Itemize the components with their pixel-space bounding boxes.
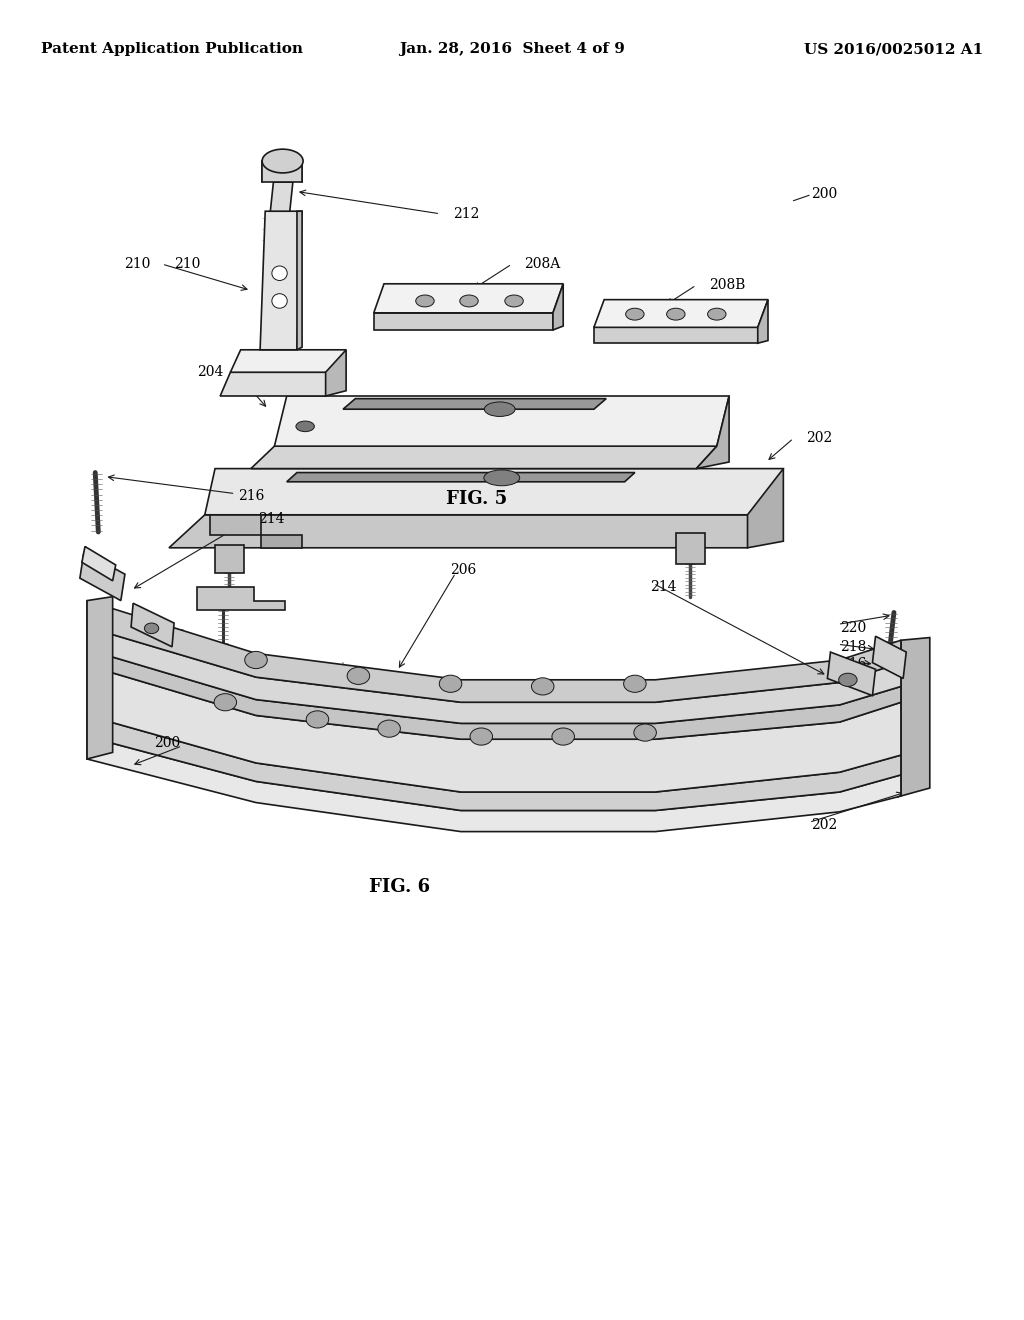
Ellipse shape (439, 675, 462, 693)
Polygon shape (374, 313, 553, 330)
Ellipse shape (272, 267, 287, 281)
Text: 214: 214 (650, 581, 677, 594)
Polygon shape (261, 535, 302, 548)
Ellipse shape (552, 727, 574, 744)
Polygon shape (262, 161, 302, 182)
Polygon shape (758, 300, 768, 343)
Text: 206: 206 (451, 564, 477, 577)
Text: Patent Application Publication: Patent Application Publication (41, 42, 303, 57)
Ellipse shape (460, 296, 478, 308)
Polygon shape (87, 601, 901, 702)
Polygon shape (260, 211, 302, 350)
Ellipse shape (708, 308, 726, 321)
Ellipse shape (272, 293, 287, 308)
Polygon shape (205, 469, 783, 515)
Text: 210: 210 (124, 257, 151, 271)
Polygon shape (748, 469, 783, 548)
Ellipse shape (626, 308, 644, 321)
Polygon shape (215, 545, 244, 573)
Ellipse shape (483, 470, 519, 486)
Polygon shape (80, 552, 125, 601)
Polygon shape (274, 396, 729, 446)
Text: 208B: 208B (709, 279, 745, 292)
Polygon shape (87, 737, 901, 832)
Polygon shape (87, 715, 901, 810)
Ellipse shape (262, 149, 303, 173)
Polygon shape (326, 350, 346, 396)
Polygon shape (676, 533, 705, 564)
Polygon shape (270, 182, 293, 211)
Ellipse shape (306, 710, 329, 729)
Text: US 2016/0025012 A1: US 2016/0025012 A1 (804, 42, 983, 57)
Polygon shape (343, 399, 606, 409)
Text: FIG. 5: FIG. 5 (445, 490, 507, 508)
Text: 200: 200 (154, 737, 180, 750)
Text: 216: 216 (238, 490, 264, 503)
Text: 204: 204 (197, 366, 223, 379)
Polygon shape (87, 649, 901, 739)
Polygon shape (87, 665, 901, 792)
Ellipse shape (245, 651, 267, 668)
Polygon shape (553, 284, 563, 330)
Polygon shape (594, 300, 768, 327)
Ellipse shape (470, 727, 493, 744)
Text: 210: 210 (174, 257, 201, 271)
Polygon shape (872, 636, 906, 678)
Ellipse shape (634, 723, 656, 742)
Text: Jan. 28, 2016  Sheet 4 of 9: Jan. 28, 2016 Sheet 4 of 9 (399, 42, 625, 57)
Ellipse shape (296, 421, 314, 432)
Ellipse shape (347, 668, 370, 685)
Polygon shape (169, 515, 773, 548)
Ellipse shape (214, 694, 237, 710)
Ellipse shape (484, 401, 515, 417)
Text: FIG. 6: FIG. 6 (369, 878, 430, 896)
Text: 202: 202 (806, 432, 833, 445)
Polygon shape (230, 350, 346, 372)
Polygon shape (87, 597, 113, 759)
Polygon shape (287, 473, 635, 482)
Polygon shape (197, 587, 285, 610)
Polygon shape (87, 627, 901, 723)
Text: 204: 204 (248, 366, 274, 379)
Ellipse shape (839, 673, 857, 686)
Text: 202: 202 (811, 818, 838, 832)
Polygon shape (374, 284, 563, 313)
Ellipse shape (378, 721, 400, 737)
Ellipse shape (505, 296, 523, 308)
Text: 208A: 208A (524, 257, 560, 271)
Ellipse shape (667, 308, 685, 321)
Polygon shape (297, 211, 302, 350)
Polygon shape (251, 446, 717, 469)
Polygon shape (131, 603, 174, 647)
Polygon shape (220, 372, 336, 396)
Polygon shape (594, 327, 758, 343)
Text: 214: 214 (258, 512, 285, 525)
Polygon shape (696, 396, 729, 469)
Polygon shape (827, 652, 876, 696)
Ellipse shape (531, 678, 554, 694)
Text: 218: 218 (840, 640, 866, 653)
Polygon shape (210, 515, 261, 535)
Ellipse shape (624, 675, 646, 693)
Polygon shape (82, 546, 116, 581)
Text: 212: 212 (453, 207, 479, 220)
Text: 200: 200 (811, 187, 838, 201)
Ellipse shape (144, 623, 159, 634)
Ellipse shape (416, 296, 434, 308)
Text: 220: 220 (840, 622, 866, 635)
Text: 216: 216 (840, 657, 866, 671)
Polygon shape (901, 638, 930, 796)
